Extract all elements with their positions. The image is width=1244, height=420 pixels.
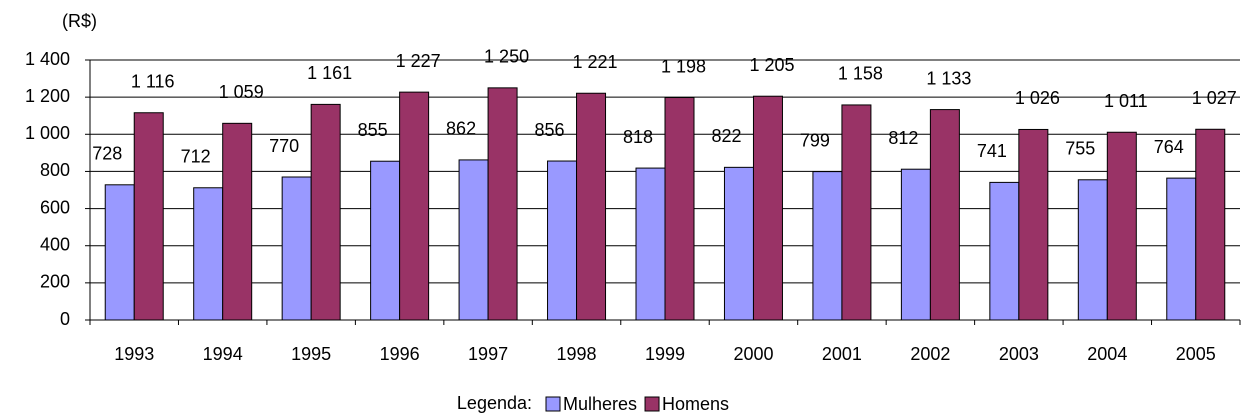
bar — [576, 92, 607, 321]
data-label: 812 — [888, 128, 918, 148]
data-label: 755 — [1065, 139, 1095, 159]
bar — [1018, 128, 1049, 321]
y-tick-label: 1 200 — [25, 86, 70, 106]
data-label: 1 227 — [396, 51, 441, 71]
x-tick-label: 2000 — [733, 344, 773, 364]
bar — [635, 167, 666, 321]
x-tick-label: 2001 — [822, 344, 862, 364]
data-label: 1 161 — [307, 63, 352, 83]
bar — [487, 87, 518, 321]
x-tick-label: 2005 — [1176, 344, 1216, 364]
data-label: 822 — [711, 126, 741, 146]
y-tick-label: 800 — [40, 160, 70, 180]
data-label: 728 — [92, 144, 122, 164]
data-label: 1 198 — [661, 56, 706, 76]
data-label: 741 — [977, 141, 1007, 161]
data-label: 818 — [623, 127, 653, 147]
y-tick-label: 400 — [40, 234, 70, 254]
bar — [900, 168, 931, 321]
bar — [222, 122, 253, 321]
legend-swatch — [644, 396, 660, 412]
data-label: 855 — [358, 120, 388, 140]
bar — [458, 159, 489, 321]
bar — [1166, 177, 1197, 321]
y-tick-label: 0 — [60, 309, 70, 329]
data-label: 770 — [269, 136, 299, 156]
y-axis-label: (R$) — [62, 11, 97, 31]
data-label: 1 221 — [573, 52, 618, 72]
x-tick-label: 2004 — [1087, 344, 1127, 364]
x-tick-label: 2003 — [999, 344, 1039, 364]
data-label: 1 059 — [219, 82, 264, 102]
legend-label: Mulheres — [563, 394, 637, 414]
bar — [547, 160, 578, 321]
x-tick-label: 1997 — [468, 344, 508, 364]
x-tick-label: 1994 — [203, 344, 243, 364]
bar — [752, 95, 783, 321]
bar — [723, 166, 754, 321]
bar — [929, 109, 960, 321]
data-label: 1 026 — [1015, 88, 1060, 108]
data-label: 712 — [181, 147, 211, 167]
data-label: 856 — [535, 120, 565, 140]
data-label: 1 116 — [131, 71, 175, 91]
x-tick-label: 1995 — [291, 344, 331, 364]
bar — [370, 160, 401, 321]
data-label: 764 — [1154, 137, 1184, 157]
x-tick-label: 1998 — [557, 344, 597, 364]
data-label: 1 205 — [749, 55, 794, 75]
y-tick-label: 1 000 — [25, 123, 70, 143]
y-tick-label: 1 400 — [25, 49, 70, 69]
x-tick-label: 2002 — [910, 344, 950, 364]
data-label: 1 250 — [484, 47, 529, 67]
bar — [193, 187, 224, 321]
data-label: 1 027 — [1192, 88, 1237, 108]
x-tick-label: 1993 — [114, 344, 154, 364]
bar — [664, 97, 695, 321]
x-tick-label: 1999 — [645, 344, 685, 364]
bar — [281, 176, 312, 321]
bar — [841, 104, 872, 321]
legend-title: Legenda: — [457, 393, 532, 413]
bar — [399, 91, 430, 321]
bar — [104, 184, 135, 321]
legend-label: Homens — [662, 394, 729, 414]
data-label: 1 011 — [1104, 91, 1148, 111]
data-label: 862 — [446, 119, 476, 139]
legend-swatch — [545, 396, 561, 412]
x-tick-label: 1996 — [380, 344, 420, 364]
bar — [133, 112, 164, 321]
bar — [310, 103, 341, 321]
data-label: 1 133 — [926, 68, 971, 88]
bar — [1195, 128, 1226, 321]
y-tick-label: 200 — [40, 272, 70, 292]
bar — [1106, 131, 1137, 321]
y-tick-label: 600 — [40, 197, 70, 217]
bar — [812, 171, 843, 321]
data-label: 799 — [800, 130, 830, 150]
bar — [1077, 179, 1108, 321]
data-label: 1 158 — [838, 64, 883, 84]
bar — [989, 181, 1020, 321]
